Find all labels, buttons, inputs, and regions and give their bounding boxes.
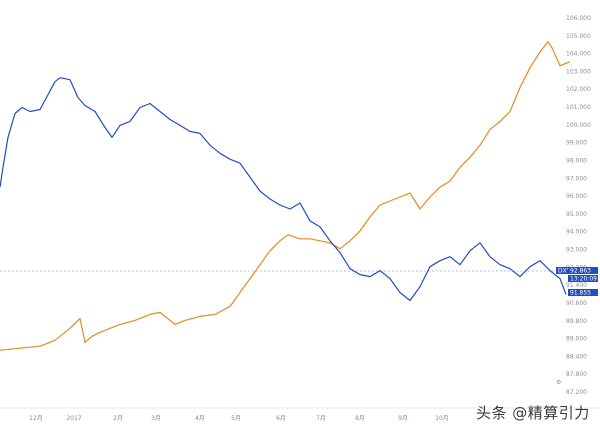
- series-tag-value-secondary-bg: [568, 289, 598, 296]
- y-tick-label: 94.000: [566, 229, 587, 236]
- y-tick-label: 87.200: [566, 389, 587, 396]
- y-tick-label: 101.000: [566, 104, 591, 111]
- series-tag-name: DXY: [558, 268, 571, 275]
- x-axis-ticks: 12月 2017 2月 3月 4月 5月 6月 7月 8月 9月 10月: [29, 415, 449, 422]
- series-tag-time-bg: [568, 275, 598, 282]
- x-tick-label: 4月: [195, 415, 205, 422]
- series-tag-value: 92.863: [570, 268, 591, 275]
- series-line-orange: [0, 41, 571, 351]
- x-tick-label: 7月: [316, 415, 326, 422]
- y-tick-label: 88.400: [566, 353, 587, 360]
- x-tick-label: 2月: [113, 415, 123, 422]
- series-tag-time: 13:20:09: [570, 276, 597, 283]
- x-tick-label: 10月: [435, 415, 449, 422]
- x-tick-label: 12月: [29, 415, 43, 422]
- y-tick-label: 103.000: [566, 68, 591, 75]
- y-tick-label: 87.800: [566, 371, 587, 378]
- y-tick-label: 98.000: [566, 158, 587, 165]
- y-axis-ticks: 106.000 105.000 104.000 103.000 102.000 101.0…: [566, 15, 591, 396]
- y-tick-label: 104.000: [566, 51, 591, 58]
- x-tick-label: 2017: [66, 415, 81, 422]
- y-tick-label: 96.000: [566, 193, 587, 200]
- y-tick-label: 100.000: [566, 122, 591, 129]
- series-tag-name-bg: [556, 267, 568, 274]
- settings-icon[interactable]: ⚙: [556, 379, 561, 386]
- y-tick-label: 95.000: [566, 211, 587, 218]
- series-tag-value-secondary: 91.855: [570, 290, 591, 297]
- watermark-text: 头条 @精算引力: [476, 404, 590, 422]
- y-tick-label: 91.400: [566, 282, 587, 289]
- x-tick-label: 3月: [151, 415, 161, 422]
- y-tick-label: 106.000: [566, 15, 591, 22]
- x-tick-label: 6月: [276, 415, 286, 422]
- y-tick-label: 97.000: [566, 175, 587, 182]
- x-tick-label: 9月: [398, 415, 408, 422]
- x-tick-label: 5月: [231, 415, 241, 422]
- y-tick-label: 105.000: [566, 33, 591, 40]
- x-tick-label: 8月: [355, 415, 365, 422]
- y-tick-label: 89.000: [566, 336, 587, 343]
- y-tick-label: 89.800: [566, 318, 587, 325]
- y-tick-label: 102.000: [566, 86, 591, 93]
- y-tick-label: 90.600: [566, 300, 587, 307]
- y-tick-label: 99.000: [566, 140, 587, 147]
- y-tick-label: 93.000: [566, 247, 587, 254]
- series-tag-value-bg: [568, 267, 598, 274]
- series-line-blue: [0, 77, 567, 302]
